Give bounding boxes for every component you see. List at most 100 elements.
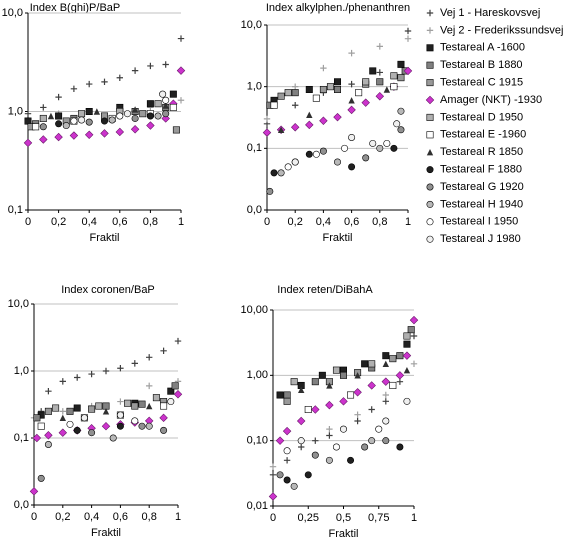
x-axis-label: Fraktil (90, 232, 120, 244)
point (277, 126, 285, 133)
legend-label: Vej 2 - Frederikssundsvej (440, 24, 564, 36)
point (296, 416, 306, 426)
legend-label: Testareal J 1980 (440, 233, 521, 245)
point (93, 108, 101, 115)
legend-marker (426, 235, 434, 243)
y-tick-label: 1,00 (247, 369, 268, 381)
point (154, 112, 162, 120)
y-tick-label: 0,10 (247, 435, 268, 447)
point (101, 421, 111, 431)
x-axis-label: Fraktil (91, 527, 121, 539)
point (78, 116, 86, 124)
subplot: Index alkylphen./phenanthren0,00,11,010,… (241, 2, 411, 244)
point (52, 404, 60, 412)
x-tick-label: 0,2 (288, 216, 303, 228)
point (24, 110, 32, 117)
point (367, 381, 376, 390)
point (326, 432, 333, 439)
legend-label: Amager (NKT) -1930 (440, 94, 542, 106)
point (88, 370, 95, 378)
y-tick-label: 10,00 (240, 304, 268, 316)
point (402, 351, 412, 360)
point (159, 413, 168, 423)
point (33, 414, 41, 422)
point (131, 402, 139, 410)
point (275, 436, 285, 445)
point (395, 371, 405, 380)
point (283, 397, 291, 405)
point (45, 387, 52, 395)
point (355, 89, 363, 97)
point (348, 49, 355, 57)
point (47, 112, 55, 120)
x-tick-label: 0,6 (112, 216, 127, 228)
y-tick-label: 0,01 (247, 500, 268, 512)
point (333, 158, 341, 166)
x-axis-label: Fraktil (323, 232, 353, 244)
point (403, 332, 411, 340)
point (66, 407, 74, 415)
point (116, 411, 124, 419)
point (332, 366, 340, 374)
point (376, 43, 383, 50)
point (312, 94, 320, 102)
point (361, 443, 369, 451)
point (318, 371, 326, 379)
point (174, 337, 182, 345)
point (169, 90, 177, 98)
point (269, 471, 277, 479)
point (268, 492, 278, 501)
point (376, 69, 383, 76)
point (403, 340, 411, 348)
point (382, 437, 390, 445)
point (276, 471, 284, 479)
legend-marker (426, 218, 434, 226)
y-tick-label: 10,0 (2, 7, 23, 19)
point (375, 425, 383, 433)
point (347, 456, 355, 464)
point (333, 78, 341, 86)
point (376, 144, 384, 152)
x-tick-label: 0,4 (84, 511, 99, 523)
subplot: Index coronen/BaP 0,0 0,1 1,0 10,0 0 0,2 0,4 0,6… (8, 284, 181, 539)
x-tick-label: 0 (270, 512, 276, 524)
point (162, 102, 169, 109)
x-tick-label: 0,25 (298, 512, 319, 524)
x-tick-label: 0,8 (142, 511, 157, 523)
point (171, 382, 179, 390)
point (354, 411, 361, 418)
subplot-title: Index coronen/BaP (61, 284, 155, 296)
point (131, 106, 139, 113)
point (341, 144, 349, 152)
point (403, 66, 413, 76)
point (100, 129, 109, 138)
legend-marker (426, 200, 434, 208)
point (177, 97, 185, 104)
point (333, 112, 342, 122)
point (88, 429, 96, 437)
point (348, 80, 355, 88)
point (131, 67, 139, 74)
point (146, 112, 154, 120)
legend-label: Testareal E -1960 (440, 129, 526, 141)
point (73, 404, 81, 412)
point (86, 80, 93, 88)
point (32, 123, 40, 131)
point (88, 405, 96, 413)
point (348, 133, 356, 141)
point (397, 107, 405, 115)
point (59, 408, 66, 415)
point (154, 100, 162, 108)
point (85, 118, 93, 126)
point (37, 474, 45, 482)
point (102, 408, 110, 415)
point (390, 83, 398, 91)
point (369, 139, 377, 147)
point (44, 440, 52, 448)
point (354, 417, 361, 425)
y-tick-label: 0,1 (14, 432, 29, 444)
legend-marker (426, 61, 434, 69)
point (382, 398, 389, 405)
point (58, 428, 68, 437)
